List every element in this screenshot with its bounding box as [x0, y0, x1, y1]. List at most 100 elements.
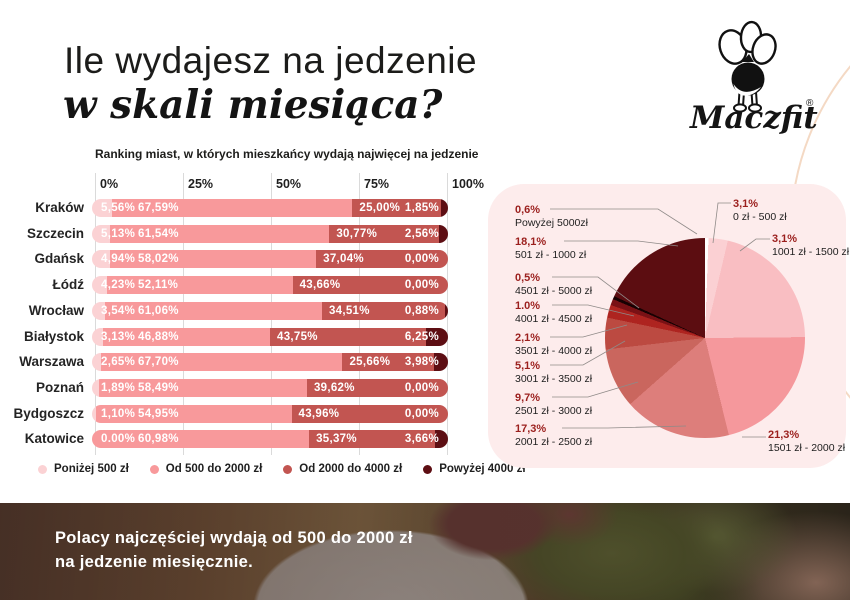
axis-tick-label: 50%: [276, 177, 302, 191]
bar-value-label: 6,25%: [404, 330, 439, 343]
pie-slice-range: 3001 zł - 3500 zł: [515, 373, 593, 385]
pie-panel: 0,6% Powyżej 5000zł 18,1% 501 zł - 1000 zł 0…: [488, 184, 849, 468]
pie-slice-label: 1.0% 4001 zł - 4500 zł: [515, 300, 592, 326]
bar-value-label: 0,00%: [404, 279, 439, 292]
bar-segment: [434, 430, 448, 449]
bar-segment: [92, 430, 310, 449]
bar-value-label: 67,70%: [138, 356, 179, 369]
bar-segment: [438, 224, 448, 243]
bar-segment: [329, 224, 439, 243]
stacked-bar: 0.00% 60,98% 35,37% 3,66%: [92, 430, 448, 449]
brand-wordmark: Maczfit: [689, 100, 818, 136]
city-label: Gdańsk: [34, 251, 84, 267]
bar-value-label: 52,11%: [138, 279, 179, 292]
bar-segment: [104, 301, 322, 320]
pie-slice-range: 2001 zł - 2500 zł: [515, 436, 593, 448]
maczfit-logo: Maczfit ®: [688, 18, 828, 140]
bar-row: Gdańsk 4,94% 58,02% 37,04% 0,00%: [0, 250, 450, 269]
bar-row: Poznań 1,89% 58,49% 39,62% 0,00%: [0, 378, 450, 397]
pie-slice-range: 1001 zł - 1500 zł: [772, 246, 850, 258]
pie-slice-percent: 3,1%: [772, 233, 798, 245]
bar-segment: [292, 276, 448, 295]
bar-segment: [291, 404, 448, 423]
bar-value-label: 0,00%: [404, 381, 439, 394]
city-label: Bydgoszcz: [13, 405, 84, 421]
bar-segment: [352, 199, 442, 217]
pie-slice-label: 9,7% 2501 zł - 3000 zł: [515, 392, 592, 418]
legend-item: Poniżej 500 zł: [38, 463, 129, 475]
pie-slice-label: 18,1% 501 zł - 1000 zł: [515, 236, 586, 262]
bar-value-label: 61,06%: [138, 304, 179, 317]
banner-caption-line2: na jedzenie miesięcznie.: [55, 553, 253, 571]
axis-tick-label: 100%: [452, 177, 484, 191]
stacked-bar: 1,89% 58,49% 39,62% 0,00%: [92, 378, 448, 397]
chart-title: Ranking miast, w których mieszkańcy wyda…: [95, 147, 479, 161]
bar-segment: [92, 327, 104, 346]
registered-mark: ®: [806, 98, 814, 109]
legend-label: Od 2000 do 4000 zł: [299, 463, 403, 475]
pie-slice-label: 2,1% 3501 zł - 4000 zł: [515, 332, 592, 358]
bar-value-label: 34,51%: [328, 304, 370, 317]
bar-value-label: 2,56%: [404, 227, 439, 240]
bar-value-label: 0,88%: [404, 304, 439, 317]
pie-slice-range: 501 zł - 1000 zł: [515, 249, 587, 261]
bar-segment: [92, 378, 99, 397]
bar-value-label: 25,00%: [359, 202, 401, 214]
pie-slice-label: 21,3% 1501 zł - 2000 zł: [768, 429, 845, 455]
stacked-bar: 3,54% 61,06% 34,51% 0,88%: [92, 301, 448, 320]
banner-caption-line1: Polacy najczęściej wydają od 500 do 2000…: [55, 529, 413, 547]
banner-caption: Polacy najczęściej wydają od 500 do 2000…: [55, 526, 413, 574]
pie-slice-range: 4501 zł - 5000 zł: [515, 285, 593, 297]
pie-slice-percent: 3,1%: [733, 198, 759, 210]
bar-segment: [101, 353, 343, 372]
stacked-bar: 3,13% 46,88% 43,75% 6,25%: [92, 327, 448, 346]
bar-row: Warszawa 2,65% 67,70% 25,66% 3,98%: [0, 353, 450, 372]
pie-slice-label: 3,1% 0 zł - 500 zł: [733, 198, 787, 224]
bar-value-label: 3,54%: [101, 304, 136, 317]
pie-slice-range: 2501 zł - 3000 zł: [515, 405, 593, 417]
bar-value-label: 0,00%: [404, 253, 439, 266]
pie-slice-range: 3501 zł - 4000 zł: [515, 345, 593, 357]
bar-segment: [107, 276, 293, 295]
bar-segment: [95, 404, 292, 423]
page-title: Ile wydajesz na jedzenie: [64, 40, 478, 81]
bar-value-label: 43,75%: [277, 330, 318, 343]
pie-slice-percent: 1.0%: [515, 300, 541, 312]
bar-segment: [92, 250, 110, 269]
bar-value-label: 58,02%: [138, 253, 179, 266]
bar-row: Kraków 5,56% 67,59% 25,00% 1,85%: [0, 199, 450, 217]
pie-slice-label: 3,1% 1001 zł - 1500 zł: [772, 233, 849, 259]
legend-dot-icon: [423, 464, 433, 474]
pie-slice-label: 0,5% 4501 zł - 5000 zł: [515, 272, 592, 298]
bar-segment: [109, 250, 317, 269]
bar-segment: [92, 224, 111, 243]
pie-slice-range: Powyżej 5000zł: [515, 217, 588, 229]
legend-item: Powyżej 4000 zł: [423, 463, 526, 475]
bar-segment: [441, 199, 448, 217]
bar-value-label: 60,98%: [138, 433, 179, 446]
bar-value-label: 25,66%: [349, 356, 391, 369]
legend-label: Poniżej 500 zł: [54, 463, 129, 475]
bar-value-label: 3,98%: [404, 356, 439, 369]
bar-value-label: 58,49%: [138, 381, 179, 394]
bar-value-label: 61,54%: [138, 227, 179, 240]
bar-segment: [433, 353, 448, 372]
bar-segment: [98, 378, 307, 397]
pie-slice-label: 17,3% 2001 zł - 2500 zł: [515, 423, 592, 449]
bar-segment: [92, 301, 105, 320]
city-label: Poznań: [35, 379, 84, 395]
city-label: Warszawa: [19, 354, 84, 370]
bar-segment: [103, 327, 271, 346]
pie-slice-label: 5,1% 3001 zł - 3500 zł: [515, 360, 592, 386]
bar-segment: [321, 301, 445, 320]
city-label: Katowice: [24, 431, 84, 447]
chart-legend: Poniżej 500 zł Od 500 do 2000 zł Od 2000 d…: [38, 463, 526, 475]
bar-segment: [110, 224, 330, 243]
legend-dot-icon: [283, 464, 293, 474]
pie-chart: [605, 238, 805, 438]
bar-value-label: 2,65%: [101, 356, 136, 369]
stacked-bar: 5,13% 61,54% 30,77% 2,56%: [92, 224, 448, 243]
bar-value-label: 35,37%: [316, 433, 357, 446]
pie-slice-percent: 21,3%: [768, 429, 800, 441]
